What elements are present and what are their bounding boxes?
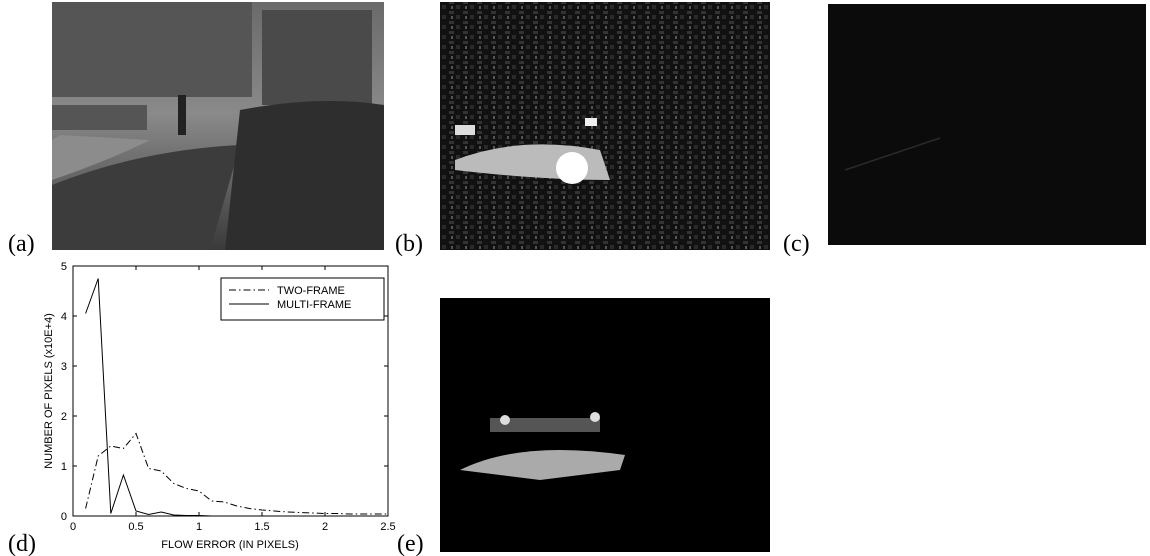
- x-tick-label: 2.5: [380, 521, 395, 533]
- x-tick-label: 1.5: [254, 521, 269, 533]
- flow-error-c: [828, 4, 1146, 245]
- y-tick-label: 0: [61, 511, 67, 523]
- x-tick-label: 1: [196, 521, 202, 533]
- legend-box: [220, 277, 385, 321]
- y-tick-label: 3: [61, 361, 67, 373]
- y-tick-label: 5: [61, 261, 67, 273]
- x-tick-label: 0: [70, 521, 76, 533]
- x-axis-label: FLOW ERROR (IN PIXELS): [161, 539, 299, 551]
- y-axis-label: NUMBER OF PIXELS (x10E+4): [43, 313, 55, 469]
- panel-label: (b): [395, 231, 423, 257]
- panel-label: (e): [397, 531, 424, 556]
- series-line: [85, 278, 388, 517]
- y-tick-label: 1: [61, 461, 67, 473]
- panel-label: (c): [783, 231, 810, 257]
- series-line: [85, 432, 388, 515]
- x-tick-label: 2: [322, 521, 328, 533]
- y-tick-label: 2: [61, 411, 67, 423]
- flow-error-b: [440, 2, 770, 250]
- photo-a: [52, 2, 384, 250]
- legend-label: MULTI-FRAME: [277, 299, 351, 311]
- panel-label: (a): [8, 231, 35, 257]
- legend-label: TWO-FRAME: [277, 285, 345, 297]
- x-tick-label: 0.5: [128, 521, 143, 533]
- y-tick-label: 4: [61, 311, 67, 323]
- flow-error-e: [440, 298, 770, 552]
- panel-label: (d): [8, 531, 36, 556]
